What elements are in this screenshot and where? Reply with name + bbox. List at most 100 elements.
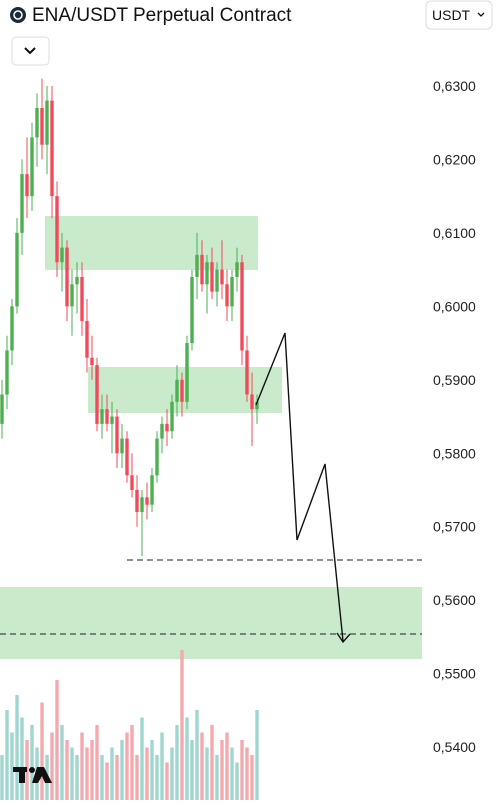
candle-body	[195, 254, 199, 277]
candle-body	[240, 262, 244, 351]
y-tick-label: 0,5900	[433, 372, 476, 388]
y-tick-label: 0,5800	[433, 445, 476, 461]
volume-bar	[145, 747, 149, 800]
volume-bar	[155, 755, 159, 800]
volume-bar	[110, 747, 114, 800]
volume-bar	[120, 740, 124, 800]
volume-bar	[65, 740, 69, 800]
volume-bar	[0, 755, 4, 800]
currency-select[interactable]	[425, 0, 493, 30]
candle-body	[230, 276, 234, 307]
candle-body	[215, 269, 219, 292]
volume-bar	[195, 710, 199, 800]
candle-body	[170, 401, 174, 432]
volume-bar	[40, 702, 44, 800]
y-tick-label: 0,6300	[433, 78, 476, 94]
collapse-chevron	[24, 47, 36, 55]
volume-bar	[90, 740, 94, 800]
candle-body	[145, 497, 149, 505]
volume-bar	[240, 740, 244, 800]
volume-bar	[15, 695, 19, 800]
candle-body	[140, 497, 144, 513]
candle-body	[10, 306, 14, 351]
candle-body	[220, 269, 224, 285]
candle-body	[235, 262, 239, 277]
logo-part	[19, 767, 25, 783]
candle-body	[55, 196, 59, 263]
projection-path	[255, 332, 344, 642]
volume-bar	[135, 755, 139, 800]
candle-body	[5, 350, 9, 395]
candle-body	[70, 284, 74, 307]
arrow-head	[336, 632, 351, 644]
candle-body	[15, 232, 19, 307]
volume-bar	[5, 710, 9, 800]
volume-bar	[75, 755, 79, 800]
candle-body	[65, 247, 69, 307]
volume-bar	[245, 747, 249, 800]
volume-bar	[20, 717, 24, 800]
zone	[45, 216, 258, 270]
candle-body	[245, 350, 249, 395]
candle-body	[165, 423, 169, 432]
coin-icon-ring	[13, 10, 23, 20]
candle-body	[105, 409, 109, 424]
candle-body	[200, 254, 204, 285]
candle-body	[80, 276, 84, 322]
volume-bar	[55, 680, 59, 800]
currency-label[interactable]: USDT	[432, 7, 471, 23]
candle-body	[205, 262, 209, 285]
currency-chevron	[477, 12, 485, 17]
candle-body	[120, 438, 124, 454]
candle-body	[30, 137, 34, 197]
volume-bar	[130, 725, 134, 800]
volume-bar	[180, 650, 184, 800]
candle-body	[35, 107, 39, 138]
volume-bar	[225, 732, 229, 800]
collapse-button[interactable]	[11, 36, 50, 66]
volume-bar	[205, 747, 209, 800]
y-tick-label: 0,5400	[433, 739, 476, 755]
candle-body	[75, 276, 79, 285]
candle-body	[25, 174, 29, 197]
volume-bar	[170, 747, 174, 800]
y-tick-label: 0,5500	[433, 666, 476, 682]
candle-body	[180, 379, 184, 402]
y-tick-label: 0,6200	[433, 151, 476, 167]
volume-bar	[140, 717, 144, 800]
candle-body	[110, 416, 114, 424]
y-tick-label: 0,5700	[433, 519, 476, 535]
volume-bar	[235, 762, 239, 800]
logo-part	[32, 767, 52, 783]
tv-logo	[13, 767, 52, 783]
header-title: ENA/USDT Perpetual Contract	[32, 5, 292, 26]
volume-bar	[85, 747, 89, 800]
volume-bar	[255, 710, 259, 800]
candle-body	[225, 284, 229, 307]
volume-bar	[100, 755, 104, 800]
volume-bar	[105, 762, 109, 800]
candle-body	[185, 343, 189, 402]
candle-body	[85, 321, 89, 358]
volume-bar	[185, 717, 189, 800]
y-tick-label: 0,6100	[433, 225, 476, 241]
candle-body	[125, 438, 129, 476]
volume-bar	[200, 732, 204, 800]
volume-bar	[80, 732, 84, 800]
volume-bar	[50, 732, 54, 800]
candle-body	[115, 416, 119, 454]
header: ENA/USDT Perpetual Contract USDT	[10, 0, 493, 66]
y-tick-label: 0,5600	[433, 592, 476, 608]
volume-bar	[215, 755, 219, 800]
volume-bar	[250, 755, 254, 800]
coin-icon	[10, 7, 26, 23]
volume-bar	[160, 732, 164, 800]
volume-bar	[70, 747, 74, 800]
candle-body	[175, 379, 179, 402]
volume-bar	[220, 740, 224, 800]
zone	[0, 587, 422, 659]
volume-bar	[10, 732, 14, 800]
candle-body	[210, 262, 214, 292]
